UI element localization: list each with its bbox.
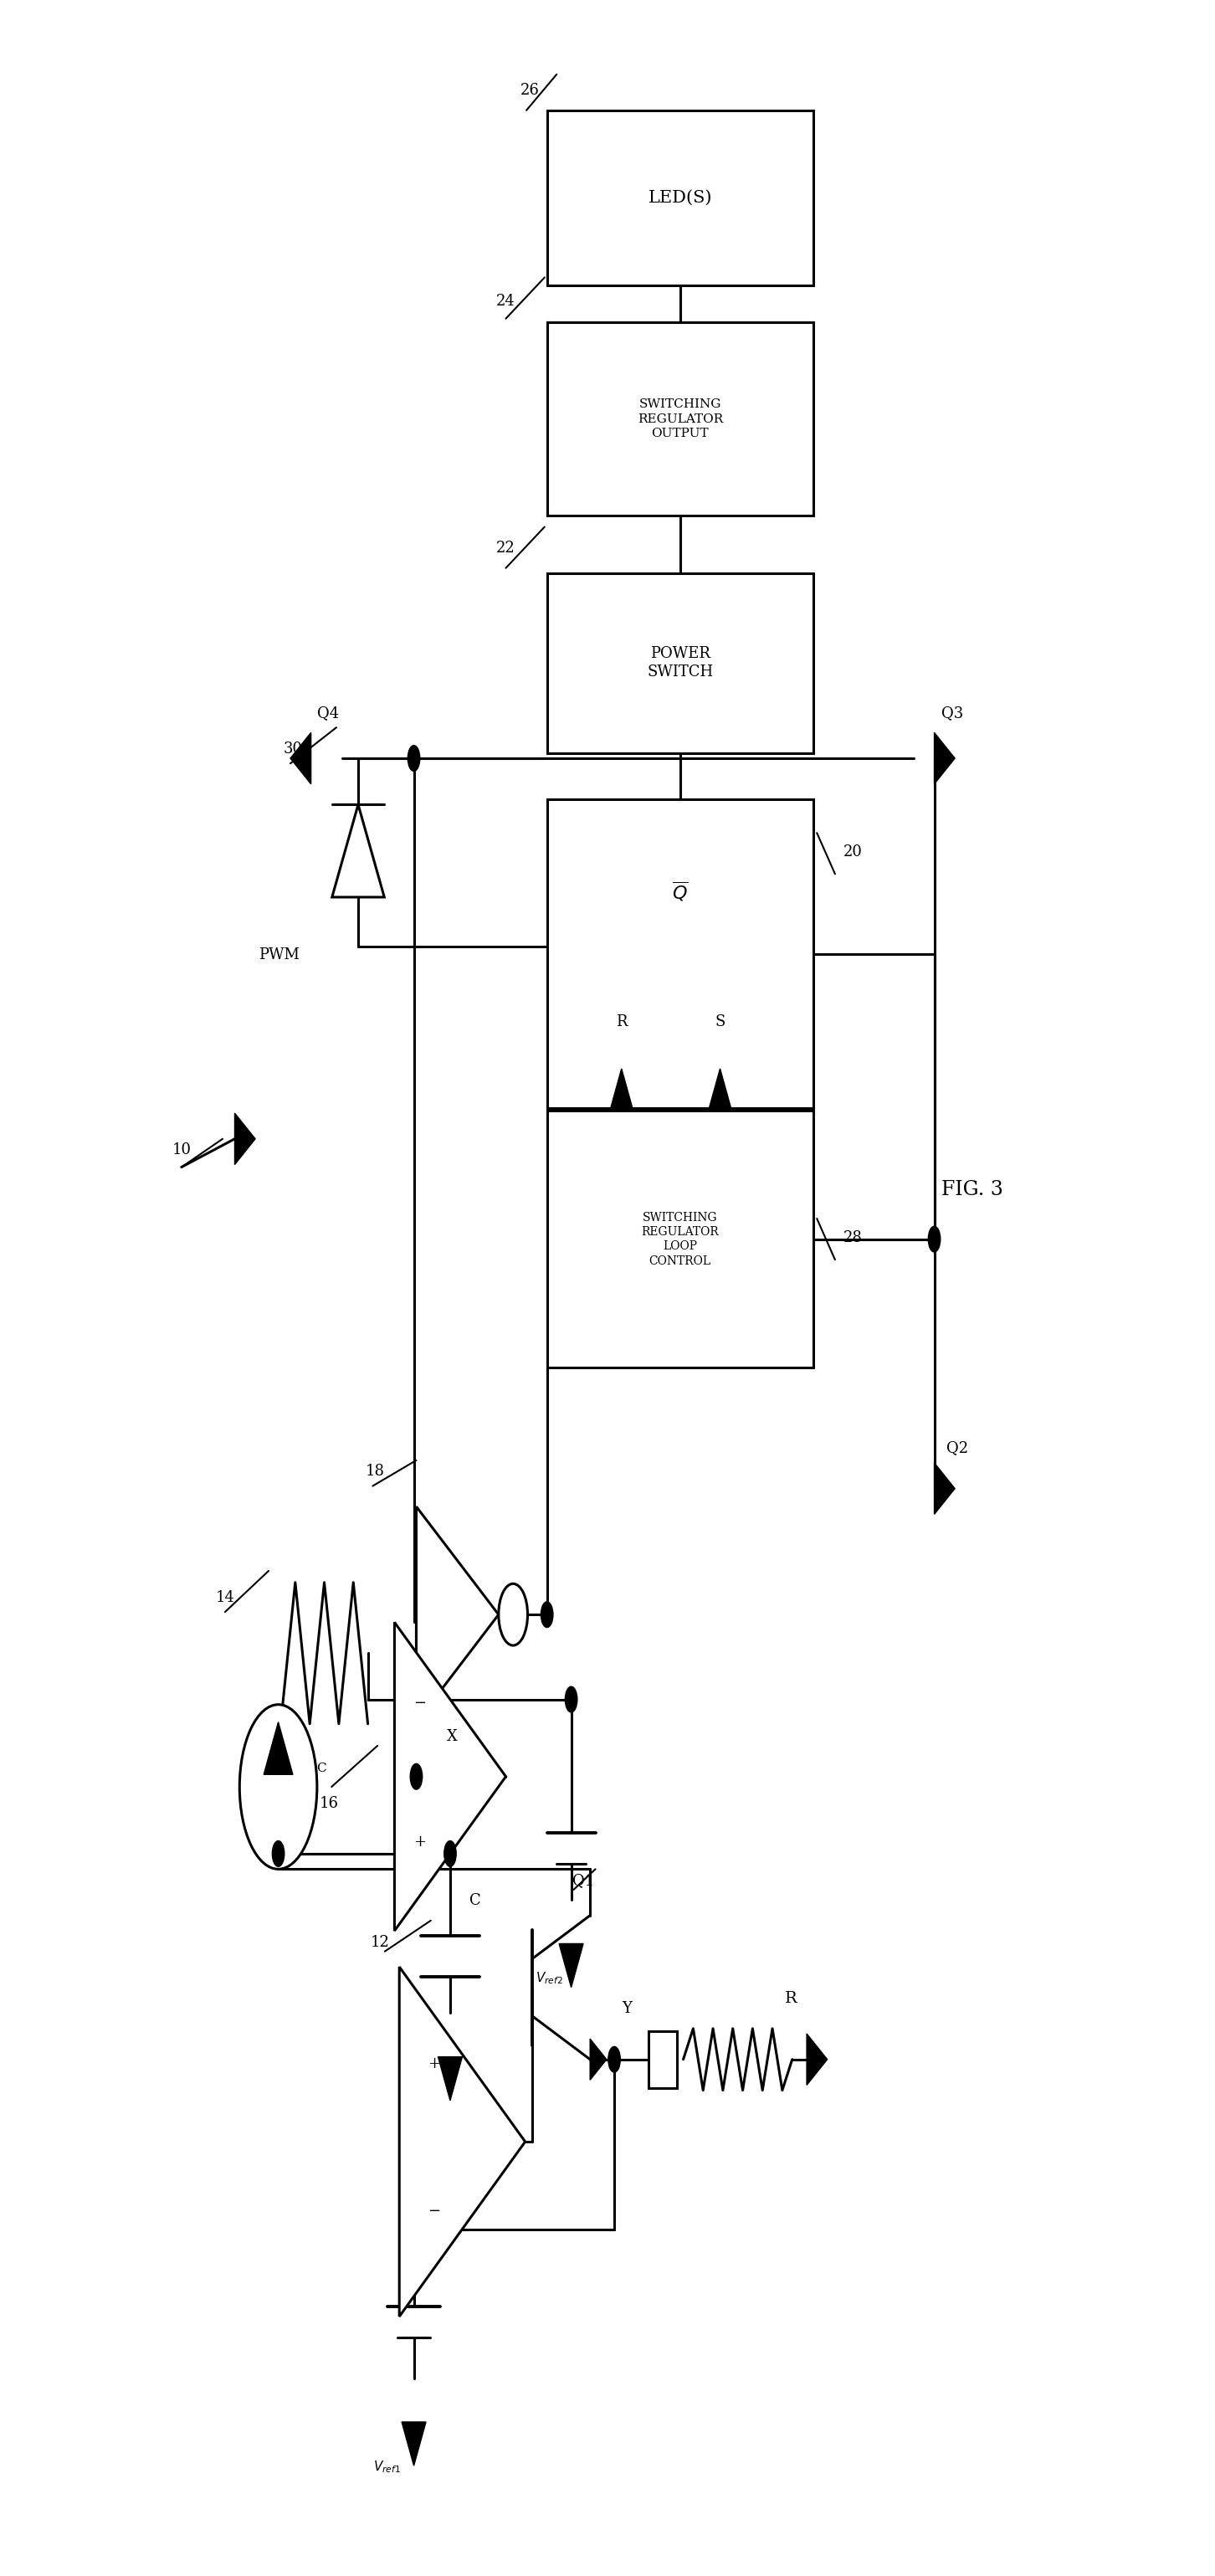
Text: +: + — [413, 1834, 425, 1850]
Polygon shape — [611, 1069, 633, 1108]
Text: $\overline{Q}$: $\overline{Q}$ — [672, 881, 688, 904]
Text: −: − — [413, 1695, 426, 1710]
Text: Y: Y — [622, 2002, 632, 2017]
Polygon shape — [934, 732, 955, 783]
Polygon shape — [395, 1623, 505, 1932]
Text: Q4: Q4 — [317, 706, 339, 721]
Text: 22: 22 — [496, 541, 515, 556]
Polygon shape — [234, 1113, 255, 1164]
Polygon shape — [332, 804, 384, 896]
Polygon shape — [417, 1507, 498, 1723]
Circle shape — [609, 2045, 621, 2071]
Circle shape — [445, 1842, 456, 1868]
Bar — [547, 322, 813, 515]
Bar — [648, 2030, 677, 2087]
Polygon shape — [400, 1968, 525, 2316]
Text: POWER
SWITCH: POWER SWITCH — [648, 647, 713, 680]
Text: 20: 20 — [843, 845, 863, 860]
Text: 16: 16 — [320, 1795, 339, 1811]
Text: 28: 28 — [843, 1229, 863, 1244]
Bar — [547, 1110, 813, 1368]
Polygon shape — [710, 1069, 731, 1108]
Circle shape — [498, 1584, 527, 1646]
Text: R: R — [785, 1991, 797, 2007]
Text: PWM: PWM — [259, 948, 300, 963]
Circle shape — [272, 1842, 284, 1868]
Circle shape — [928, 1226, 940, 1252]
Circle shape — [565, 1687, 577, 1713]
Text: R: R — [616, 1015, 627, 1030]
Circle shape — [239, 1705, 317, 1870]
Text: Q2: Q2 — [946, 1440, 968, 1455]
Polygon shape — [439, 2056, 462, 2099]
Bar — [547, 111, 813, 286]
Bar — [547, 574, 813, 752]
Text: S: S — [714, 1015, 725, 1030]
Polygon shape — [590, 2038, 606, 2079]
Text: $V_{ref1}$: $V_{ref1}$ — [373, 2460, 401, 2476]
Polygon shape — [402, 2421, 426, 2465]
Text: 18: 18 — [366, 1463, 385, 1479]
Text: 12: 12 — [371, 1935, 390, 1950]
Text: 14: 14 — [215, 1589, 234, 1605]
Text: Q3: Q3 — [942, 706, 963, 721]
Polygon shape — [934, 1463, 955, 1515]
Text: +: + — [428, 2056, 440, 2071]
Text: SWITCHING
REGULATOR
LOOP
CONTROL: SWITCHING REGULATOR LOOP CONTROL — [642, 1211, 719, 1267]
Circle shape — [408, 744, 420, 770]
Text: 26: 26 — [520, 82, 539, 98]
Circle shape — [411, 1765, 423, 1790]
Polygon shape — [559, 1945, 583, 1989]
Text: SWITCHING
REGULATOR
OUTPUT: SWITCHING REGULATOR OUTPUT — [638, 399, 723, 440]
Polygon shape — [264, 1721, 293, 1775]
Text: X: X — [447, 1728, 457, 1744]
Text: LED(S): LED(S) — [648, 191, 712, 206]
Bar — [547, 799, 813, 1108]
Text: $V_{ref2}$: $V_{ref2}$ — [536, 1971, 563, 1986]
Text: 10: 10 — [171, 1144, 191, 1157]
Text: −: − — [428, 2202, 440, 2218]
Polygon shape — [290, 732, 311, 783]
Text: OSC: OSC — [298, 1762, 327, 1775]
Text: 24: 24 — [496, 294, 515, 309]
Text: Q1: Q1 — [572, 1873, 594, 1888]
Circle shape — [541, 1602, 553, 1628]
Polygon shape — [807, 2032, 827, 2084]
Text: C: C — [469, 1893, 481, 1909]
Text: FIG. 3: FIG. 3 — [942, 1180, 1004, 1200]
Text: 30: 30 — [283, 742, 303, 757]
